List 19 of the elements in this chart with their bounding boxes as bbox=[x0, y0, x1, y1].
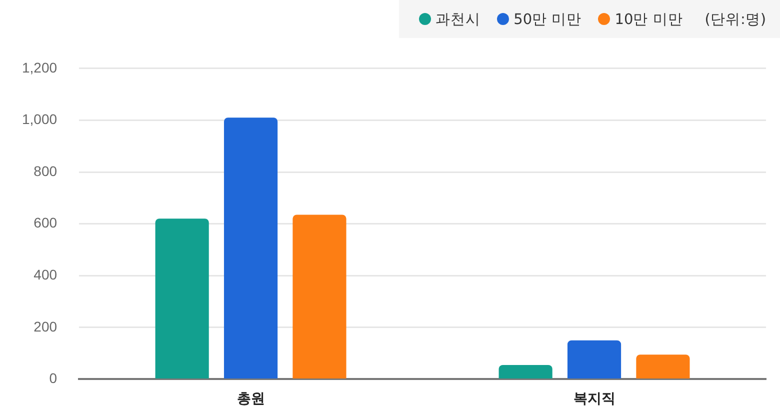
legend-label: 10만 미만 bbox=[614, 10, 683, 28]
y-tick-label: 1,000 bbox=[22, 111, 58, 128]
bar bbox=[224, 118, 278, 378]
y-tick-label: 800 bbox=[34, 162, 58, 179]
y-tick-label: 200 bbox=[34, 318, 58, 334]
bar bbox=[636, 354, 690, 378]
bar bbox=[498, 364, 552, 378]
bar bbox=[292, 214, 346, 378]
y-tick-label: 600 bbox=[34, 214, 58, 231]
y-tick-label: 1,200 bbox=[22, 59, 58, 76]
y-tick-label: 0 bbox=[49, 370, 58, 386]
y-tick-label: 400 bbox=[34, 266, 58, 282]
x-tick-label: 복지직 bbox=[573, 391, 616, 408]
bar bbox=[155, 218, 209, 378]
legend-label: 50만 미만 bbox=[514, 10, 582, 28]
bar bbox=[567, 340, 622, 378]
x-tick-label: 총원 bbox=[236, 391, 265, 408]
legend-label: 과천시 bbox=[436, 10, 481, 28]
text: (단위:명) bbox=[704, 10, 766, 28]
